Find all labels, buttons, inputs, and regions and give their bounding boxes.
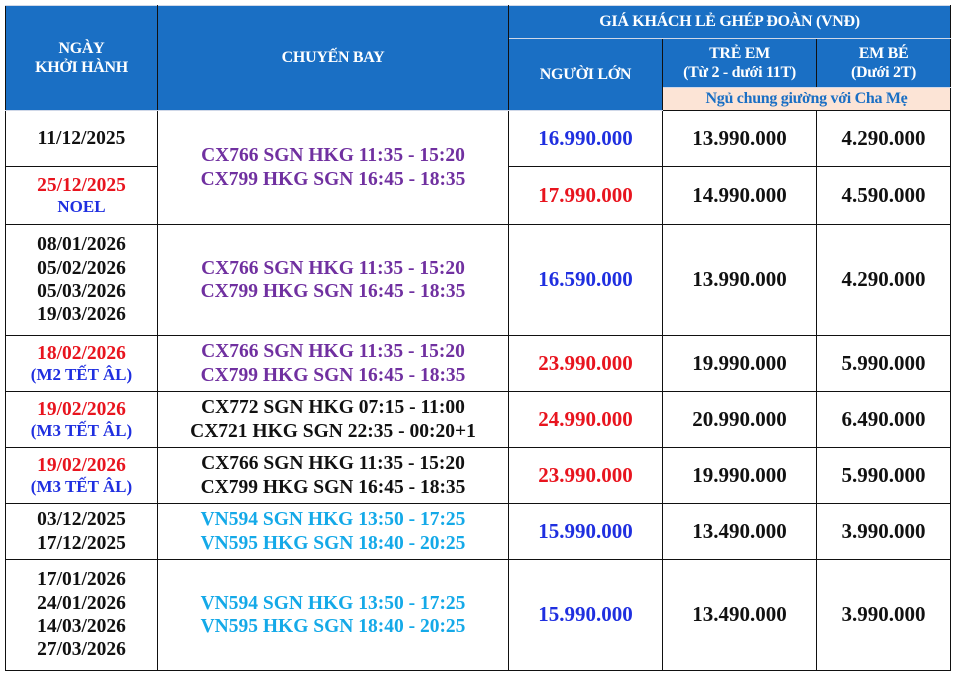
adult-price: 15.990.000 [508, 503, 663, 560]
date-cell: 19/02/2026 (M3 TẾT ÂL) [5, 447, 158, 504]
header-price-group: GIÁ KHÁCH LẺ GHÉP ĐOÀN (VNĐ) [507, 5, 952, 39]
departure-date: (M3 TẾT ÂL) [30, 477, 133, 496]
flight-line: CX766 SGN HKG 11:35 - 15:20 [201, 145, 465, 167]
departure-date: 19/03/2026 [37, 304, 126, 326]
header-text: TRẺ EM [709, 44, 770, 62]
departure-date: 18/02/2026 [37, 342, 126, 364]
infant-price: 4.290.000 [815, 224, 952, 336]
flight-cell: CX766 SGN HKG 11:35 - 15:20 CX799 HKG SGN… [157, 335, 509, 392]
infant-price: 5.990.000 [815, 447, 952, 504]
header-text: NGÀY [58, 39, 105, 57]
flight-cell: CX766 SGN HKG 11:35 - 15:20 CX799 HKG SGN… [157, 110, 509, 225]
header-note: Ngủ chung giường với Cha Mẹ [661, 87, 952, 111]
header-departure-date: NGÀY KHỞI HÀNH [5, 5, 158, 111]
flight-cell: CX772 SGN HKG 07:15 - 11:00 CX721 HKG SGN… [157, 391, 509, 448]
table-row: 08/01/2026 05/02/2026 05/03/2026 19/03/2026… [5, 224, 952, 336]
adult-price: 16.990.000 [508, 110, 663, 167]
child-price: 13.490.000 [662, 503, 817, 560]
child-price: 13.990.000 [662, 110, 817, 167]
departure-date: (M3 TẾT ÂL) [30, 421, 133, 440]
child-price: 14.990.000 [662, 166, 817, 225]
departure-date: 11/12/2025 [37, 127, 126, 149]
date-cell: 03/12/2025 17/12/2025 [5, 503, 158, 560]
table-row: 11/12/2025 CX766 SGN HKG 11:35 - 15:20 CX7… [5, 110, 952, 225]
departure-date: 05/02/2026 [37, 257, 126, 279]
date-cell: 11/12/2025 [5, 110, 158, 167]
header-adult: NGƯỜI LỚN [508, 38, 663, 111]
flight-line: VN594 SGN HKG 13:50 - 17:25 [200, 592, 466, 614]
infant-price: 3.990.000 [815, 559, 952, 671]
table-row: 03/12/2025 17/12/2025 VN594 SGN HKG 13:50 … [5, 503, 952, 560]
header-text: (Dưới 2T) [850, 64, 917, 81]
departure-date: 05/03/2026 [37, 281, 126, 302]
departure-date: 19/02/2026 [37, 454, 126, 476]
price-table: NGÀY KHỞI HÀNH CHUYẾN BAY GIÁ KHÁCH LẺ GH… [5, 5, 952, 671]
header-child: TRẺ EM (Từ 2 - dưới 11T) [662, 38, 817, 88]
flight-line: VN594 SGN HKG 13:50 - 17:25 [200, 509, 466, 531]
child-price: 13.490.000 [662, 559, 817, 671]
departure-date: 24/01/2026 [37, 592, 126, 614]
flight-line: CX799 HKG SGN 16:45 - 18:35 [200, 168, 466, 190]
flight-line: VN595 HKG SGN 18:40 - 20:25 [200, 616, 466, 637]
infant-price: 4.290.000 [815, 110, 952, 167]
departure-date: 25/12/2025 [37, 174, 126, 196]
table-row: 18/02/2026 (M2 TẾT ÂL) CX766 SGN HKG 11:35… [5, 335, 952, 392]
header-text: (Từ 2 - dưới 11T) [683, 64, 796, 81]
header-text: EM BÉ [858, 44, 909, 62]
header-text: KHỞI HÀNH [35, 59, 128, 76]
flight-line: CX721 HKG SGN 22:35 - 00:20+1 [190, 420, 476, 442]
flight-line: CX772 SGN HKG 07:15 - 11:00 [201, 397, 465, 419]
date-cell: 08/01/2026 05/02/2026 05/03/2026 19/03/2026 [5, 224, 158, 336]
table-row: 17/01/2026 24/01/2026 14/03/2026 27/03/2026… [5, 559, 952, 671]
table-row: 19/02/2026 (M3 TẾT ÂL) CX772 SGN HKG 07:15… [5, 391, 952, 448]
flight-cell: CX766 SGN HKG 11:35 - 15:20 CX799 HKG SGN… [157, 224, 509, 336]
header-flight: CHUYẾN BAY [157, 5, 509, 111]
adult-price: 16.590.000 [508, 224, 663, 336]
flight-cell: VN594 SGN HKG 13:50 - 17:25 VN595 HKG SGN… [157, 503, 509, 560]
date-cell: 25/12/2025 NOEL [5, 166, 158, 225]
flight-line: VN595 HKG SGN 18:40 - 20:25 [200, 532, 466, 554]
flight-line: CX799 HKG SGN 16:45 - 18:35 [200, 281, 466, 302]
date-cell: 17/01/2026 24/01/2026 14/03/2026 27/03/2026 [5, 559, 158, 671]
adult-price: 23.990.000 [508, 447, 663, 504]
child-price: 19.990.000 [662, 447, 817, 504]
flight-line: CX799 HKG SGN 16:45 - 18:35 [200, 364, 466, 386]
flight-line: CX766 SGN HKG 11:35 - 15:20 [201, 257, 465, 279]
departure-date: (M2 TẾT ÂL) [30, 365, 133, 384]
child-price: 19.990.000 [662, 335, 817, 392]
flight-line: CX766 SGN HKG 11:35 - 15:20 [201, 341, 465, 363]
infant-price: 6.490.000 [815, 391, 952, 448]
departure-date: NOEL [57, 197, 106, 216]
departure-date: 14/03/2026 [37, 616, 126, 637]
adult-price: 17.990.000 [508, 166, 663, 225]
child-price: 13.990.000 [662, 224, 817, 336]
departure-date: 08/01/2026 [37, 234, 126, 256]
infant-price: 5.990.000 [815, 335, 952, 392]
flight-cell: CX766 SGN HKG 11:35 - 15:20 CX799 HKG SGN… [157, 447, 509, 504]
infant-price: 4.590.000 [815, 166, 952, 225]
adult-price: 24.990.000 [508, 391, 663, 448]
child-price: 20.990.000 [662, 391, 817, 448]
departure-date: 17/01/2026 [37, 569, 126, 591]
departure-date: 19/02/2026 [37, 398, 126, 420]
table-row: 19/02/2026 (M3 TẾT ÂL) CX766 SGN HKG 11:35… [5, 447, 952, 504]
header-infant: EM BÉ (Dưới 2T) [815, 38, 952, 88]
adult-price: 23.990.000 [508, 335, 663, 392]
table-row: 25/12/2025 NOEL 17.990.000 14.990.000 4.590.… [5, 166, 952, 225]
date-cell: 18/02/2026 (M2 TẾT ÂL) [5, 335, 158, 392]
departure-date: 27/03/2026 [37, 639, 126, 661]
flight-line: CX799 HKG SGN 16:45 - 18:35 [200, 476, 466, 498]
adult-price: 15.990.000 [508, 559, 663, 671]
flight-line: CX766 SGN HKG 11:35 - 15:20 [201, 453, 465, 475]
departure-date: 17/12/2025 [37, 532, 126, 554]
departure-date: 03/12/2025 [37, 509, 126, 531]
infant-price: 3.990.000 [815, 503, 952, 560]
flight-cell: VN594 SGN HKG 13:50 - 17:25 VN595 HKG SGN… [157, 559, 509, 671]
date-cell: 19/02/2026 (M3 TẾT ÂL) [5, 391, 158, 448]
